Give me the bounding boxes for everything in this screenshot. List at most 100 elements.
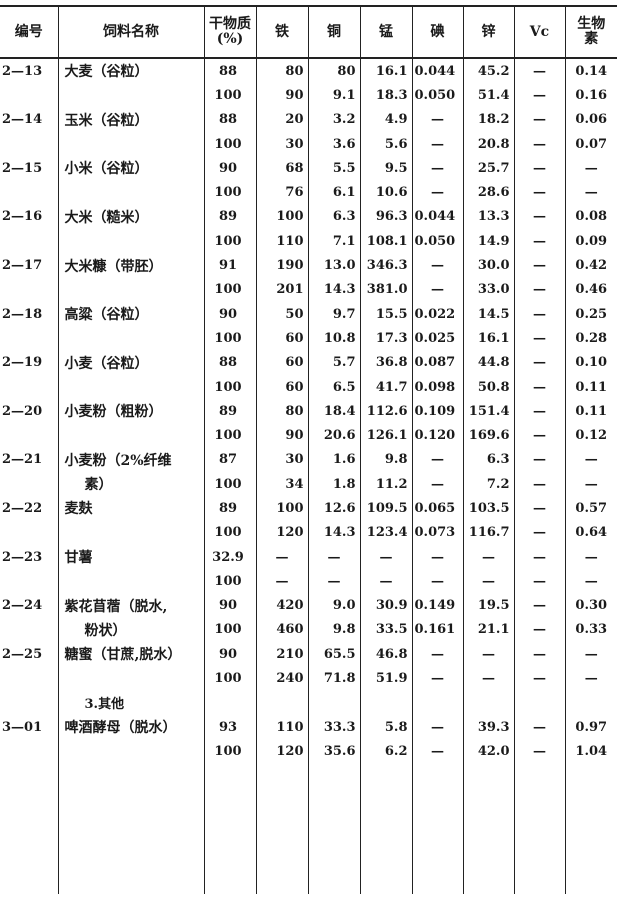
value-cell: 15.5	[359, 301, 412, 327]
feed-name	[57, 374, 204, 400]
value-cell: 76	[255, 180, 308, 205]
value-cell: 100	[203, 326, 256, 351]
table-row: 100 76 6.1 10.6—28.6— —	[0, 180, 617, 205]
value-cell: 0.022	[411, 301, 463, 327]
value-cell: —	[513, 642, 565, 667]
feed-id	[0, 423, 58, 447]
value-cell: 16.1	[359, 58, 412, 84]
value-cell: —	[411, 107, 463, 132]
value-cell: —	[564, 180, 617, 205]
value-cell: 1.8	[307, 472, 360, 497]
value-cell: 14.9	[462, 229, 514, 254]
feed-name: 高粱（谷粒）	[57, 301, 204, 327]
value-cell: —	[513, 350, 565, 375]
value-cell: 0.46	[564, 277, 617, 302]
value-cell: 39.3	[462, 715, 514, 740]
value-cell	[307, 690, 360, 716]
column-header: 铁	[255, 5, 308, 59]
value-cell: —	[513, 107, 565, 132]
feed-id: 2—14	[2, 112, 43, 128]
value-cell: 90	[255, 83, 308, 108]
empty-row	[0, 763, 617, 894]
empty-cell	[359, 763, 412, 894]
feed-name: 小麦（谷粒）	[57, 350, 204, 375]
section-row: 3.其他	[0, 690, 617, 716]
value-cell: 9.0	[307, 593, 360, 618]
feed-id: 2—22	[2, 500, 43, 516]
feed-name: 麦麸	[57, 496, 204, 521]
empty-cell	[411, 763, 463, 894]
column-header: 干物质 (%)	[203, 5, 256, 59]
value-cell: 96.3	[359, 204, 412, 230]
table-row: 100 60 10.8 17.3 0.025 16.1—0.28	[0, 326, 617, 351]
value-cell: 0.28	[564, 326, 617, 351]
feed-id	[0, 132, 58, 156]
value-cell: —	[462, 544, 514, 570]
table-row: 2—24 紫花苜蓿（脱水, 90 420 9.0 30.9 0.149 19.5—0.30	[0, 593, 617, 618]
value-cell: 0.16	[564, 83, 617, 108]
value-cell: —	[513, 326, 565, 351]
value-cell: —	[513, 58, 565, 84]
value-cell: 51.9	[359, 666, 412, 691]
table-row: 2—20 小麦粉（粗粉） 89 80 18.4 112.6 0.109 151.4—0.11	[0, 399, 617, 424]
value-cell: 80	[255, 58, 308, 84]
table-row: 粉状） 100 460 9.8 33.5 0.161 21.1—0.33	[0, 617, 617, 643]
table-row: 100 60 6.5 41.7 0.098 50.8—0.11	[0, 374, 617, 400]
value-cell: 0.09	[564, 229, 617, 254]
value-cell: 112.6	[359, 399, 412, 424]
table-row: 2—14 玉米（谷粒） 88 20 3.2 4.9—18.2—0.06	[0, 107, 617, 132]
value-cell: 90	[203, 642, 256, 667]
feed-name	[57, 131, 204, 157]
value-cell: 0.044	[411, 204, 463, 230]
empty-cell	[462, 763, 514, 894]
value-cell: 14.5	[462, 301, 514, 327]
value-cell: 35.6	[307, 739, 360, 764]
feed-id: 2—25	[2, 646, 43, 662]
value-cell: 100	[203, 180, 256, 205]
value-cell: 0.109	[411, 399, 463, 424]
value-cell: 100	[203, 520, 256, 545]
value-cell: 3.6	[307, 131, 360, 157]
value-cell: —	[513, 544, 565, 570]
feed-id	[0, 666, 58, 690]
value-cell: 6.5	[307, 374, 360, 400]
feed-id: 2—23	[2, 549, 43, 565]
value-cell: 116.7	[462, 520, 514, 545]
feed-name: 甘薯	[57, 544, 204, 570]
value-cell: 0.065	[411, 496, 463, 521]
value-cell: 6.1	[307, 180, 360, 205]
section-label: 3.其他	[57, 690, 204, 716]
value-cell: 65.5	[307, 642, 360, 667]
value-cell: 0.11	[564, 374, 617, 400]
feed-name: 粉状）	[57, 617, 204, 643]
value-cell: 100	[203, 83, 256, 108]
feed-id	[0, 739, 58, 763]
value-cell: 9.1	[307, 83, 360, 108]
value-cell: 120	[255, 739, 308, 764]
value-cell: 80	[255, 399, 308, 424]
value-cell: 16.1	[462, 326, 514, 351]
table-row: 100 201 14.3 381.0—33.0—0.46	[0, 277, 617, 302]
value-cell: —	[411, 447, 463, 473]
column-header: 饲料名称	[57, 5, 204, 59]
value-cell: 210	[255, 642, 308, 667]
value-cell: 71.8	[307, 666, 360, 691]
feed-id: 2—15	[2, 160, 43, 176]
value-cell: 110	[255, 229, 308, 254]
feed-name	[57, 423, 204, 448]
empty-cell	[0, 764, 58, 894]
value-cell: 80	[307, 58, 360, 84]
value-cell: 9.8	[307, 617, 360, 643]
value-cell: 0.120	[411, 423, 463, 448]
value-cell: 7.1	[307, 229, 360, 254]
feed-name	[57, 666, 204, 691]
value-cell	[462, 690, 514, 716]
value-cell: 0.64	[564, 520, 617, 545]
value-cell: —	[564, 666, 617, 691]
table-row: 100 90 9.1 18.3 0.050 51.4—0.16	[0, 83, 617, 108]
value-cell: 100	[203, 666, 256, 691]
value-cell: 42.0	[462, 739, 514, 764]
value-cell: 88	[203, 350, 256, 375]
value-cell: 9.5	[359, 156, 412, 181]
value-cell	[411, 690, 463, 716]
